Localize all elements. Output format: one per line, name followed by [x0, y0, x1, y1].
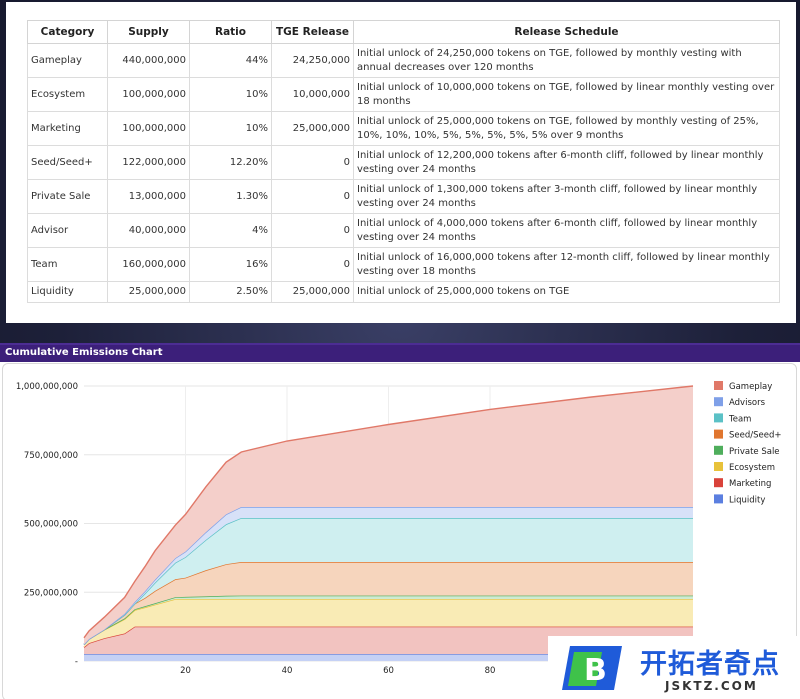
header-supply: Supply — [107, 20, 190, 44]
cumulative-emissions-chart: - 250,000,000 500,000,000 750,000,000 1,000,… — [16, 381, 782, 676]
token-allocation-panel: Category Supply Ratio TGE Release Releas… — [6, 2, 796, 323]
table-row: Advisor 40,000,000 4% 0 Initial unlock o… — [27, 213, 780, 248]
table-header-row: Category Supply Ratio TGE Release Releas… — [27, 20, 780, 44]
cell-release-schedule: Initial unlock of 25,000,000 tokens on T… — [353, 281, 780, 303]
cell-category: Liquidity — [27, 281, 108, 303]
x-tick-label: 60 — [383, 666, 394, 676]
watermark-url: JSKTZ.COM — [665, 679, 758, 693]
table-row: Marketing 100,000,000 10% 25,000,000 Ini… — [27, 111, 780, 146]
series-area-marketing — [84, 626, 693, 655]
cell-ratio: 1.30% — [189, 179, 272, 214]
cell-release-schedule: Initial unlock of 4,000,000 tokens after… — [353, 213, 780, 248]
cell-supply: 40,000,000 — [107, 213, 190, 248]
legend-label: Advisors — [729, 398, 766, 408]
cell-release-schedule: Initial unlock of 1,300,000 tokens after… — [353, 179, 780, 214]
chart-header-bar: Cumulative Emissions Chart — [0, 343, 800, 362]
cell-tge-release: 0 — [271, 213, 354, 248]
cell-release-schedule: Initial unlock of 10,000,000 tokens on T… — [353, 77, 780, 112]
legend-label: Seed/Seed+ — [729, 431, 782, 441]
cell-ratio: 12.20% — [189, 145, 272, 180]
cell-tge-release: 25,000,000 — [271, 281, 354, 303]
legend-swatch — [714, 413, 723, 423]
header-ratio: Ratio — [189, 20, 272, 44]
cell-supply: 13,000,000 — [107, 179, 190, 214]
cell-tge-release: 25,000,000 — [271, 111, 354, 146]
cell-tge-release: 24,250,000 — [271, 43, 354, 78]
cell-category: Marketing — [27, 111, 108, 146]
cell-release-schedule: Initial unlock of 24,250,000 tokens on T… — [353, 43, 780, 78]
series-line-gameplay — [83, 385, 694, 639]
cell-supply: 25,000,000 — [107, 281, 190, 303]
cell-category: Team — [27, 247, 108, 282]
x-tick-label: 80 — [485, 666, 496, 676]
cell-category: Seed/Seed+ — [27, 145, 108, 180]
cell-supply: 100,000,000 — [107, 111, 190, 146]
brand-logo-icon: B — [562, 646, 622, 690]
cell-ratio: 10% — [189, 111, 272, 146]
cell-category: Private Sale — [27, 179, 108, 214]
table-row: Liquidity 25,000,000 2.50% 25,000,000 In… — [27, 281, 780, 303]
cell-tge-release: 10,000,000 — [271, 77, 354, 112]
cell-supply: 440,000,000 — [107, 43, 190, 78]
cell-category: Ecosystem — [27, 77, 108, 112]
legend-swatch — [714, 381, 723, 390]
legend-swatch — [714, 429, 723, 439]
svg-text:B: B — [584, 653, 607, 688]
header-tge-release: TGE Release — [271, 20, 354, 44]
cell-ratio: 4% — [189, 213, 272, 248]
cell-release-schedule: Initial unlock of 12,200,000 tokens afte… — [353, 145, 780, 180]
x-tick-label: 40 — [282, 666, 293, 676]
table-row: Private Sale 13,000,000 1.30% 0 Initial … — [27, 179, 780, 214]
cell-supply: 160,000,000 — [107, 247, 190, 282]
y-tick-label: 250,000,000 — [24, 588, 78, 598]
legend-swatch — [714, 397, 723, 407]
cell-tge-release: 0 — [271, 145, 354, 180]
series-area-gameplay — [84, 386, 693, 645]
cell-ratio: 44% — [189, 43, 272, 78]
cell-ratio: 16% — [189, 247, 272, 282]
y-tick-label: 750,000,000 — [24, 451, 78, 461]
table-row: Gameplay 440,000,000 44% 24,250,000 Init… — [27, 43, 780, 78]
series-area-liquidity — [84, 654, 693, 661]
y-tick-label: 1,000,000,000 — [16, 382, 78, 392]
y-tick-label: - — [75, 657, 78, 667]
legend-label: Private Sale — [729, 447, 780, 457]
cell-supply: 100,000,000 — [107, 77, 190, 112]
legend-label: Ecosystem — [729, 463, 775, 473]
chart-title: Cumulative Emissions Chart — [5, 347, 163, 358]
legend-swatch — [714, 462, 723, 471]
cell-release-schedule: Initial unlock of 16,000,000 tokens afte… — [353, 247, 780, 282]
cell-tge-release: 0 — [271, 247, 354, 282]
header-category: Category — [27, 20, 108, 44]
cell-ratio: 10% — [189, 77, 272, 112]
header-release-schedule: Release Schedule — [353, 20, 780, 44]
cell-ratio: 2.50% — [189, 281, 272, 303]
watermark-title: 开拓者奇点 — [640, 649, 780, 680]
table-row: Seed/Seed+ 122,000,000 12.20% 0 Initial … — [27, 145, 780, 180]
cell-supply: 122,000,000 — [107, 145, 190, 180]
table-row: Ecosystem 100,000,000 10% 10,000,000 Ini… — [27, 77, 780, 112]
legend-swatch — [714, 478, 723, 488]
x-tick-label: 20 — [180, 666, 191, 676]
cell-category: Advisor — [27, 213, 108, 248]
series-area-seed-seed- — [84, 562, 693, 645]
legend-swatch — [714, 494, 723, 504]
cell-tge-release: 0 — [271, 179, 354, 214]
legend-swatch — [714, 445, 723, 455]
legend-label: Gameplay — [729, 382, 772, 392]
series-area-team — [84, 518, 693, 645]
legend-label: Marketing — [729, 479, 771, 489]
legend-label: Team — [728, 414, 751, 424]
y-tick-label: 500,000,000 — [24, 520, 78, 530]
table-row: Team 160,000,000 16% 0 Initial unlock of… — [27, 247, 780, 282]
series-area-ecosystem — [84, 599, 693, 648]
cell-release-schedule: Initial unlock of 25,000,000 tokens on T… — [353, 111, 780, 146]
legend-label: Liquidity — [729, 495, 765, 505]
site-watermark: B 开拓者奇点 JSKTZ.COM — [548, 636, 800, 699]
cell-category: Gameplay — [27, 43, 108, 78]
token-allocation-table: Category Supply Ratio TGE Release Releas… — [27, 20, 780, 303]
